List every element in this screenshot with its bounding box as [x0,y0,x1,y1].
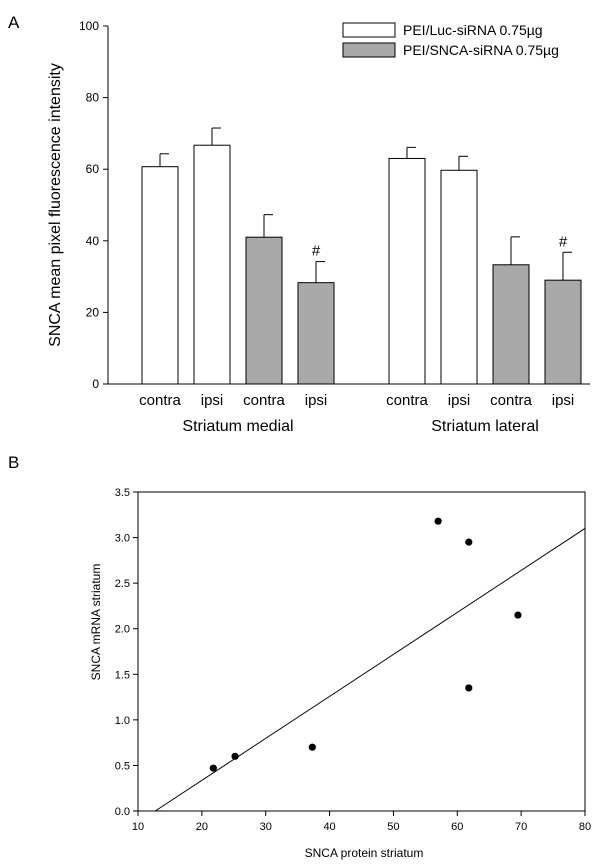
panel-b-y-tick-label: 3.5 [115,487,130,499]
panel-b-y-tick-label: 1.0 [115,715,130,727]
panel-b-data-point [465,538,473,546]
panel-a-y-tick-label: 100 [79,19,99,33]
panel-a-legend-swatch [342,42,396,58]
panel-a-axes: 0 20 40 60 80 100 [79,19,590,391]
panel-a-legend: PEI/Luc-siRNA 0.75µg PEI/SNCA-siRNA 0.75µ… [342,22,559,58]
panel-a-significance-mark: # [559,233,568,250]
panel-b-y-tick-label: 1.5 [115,669,130,681]
panel-a-bar [544,279,582,385]
panel-a-category-label: contra [139,392,181,409]
panel-a-category-label: ipsi [201,392,224,409]
panel-b-x-tick-label: 10 [132,821,144,833]
panel-b-y-tick-label: 0.5 [115,760,130,772]
panel-a-category-labels: contra ipsi contra ipsi contra ipsi contra ipsi… [139,392,574,435]
panel-b-letter: B [8,453,19,472]
panel-a-bar [440,169,478,385]
panel-b-y-tick-label: 0.0 [115,806,130,818]
panel-b-y-tick-label: 2.5 [115,578,130,590]
panel-b-x-tick-label: 20 [196,821,208,833]
panel-a-legend-swatch [342,22,396,38]
panel-b-scatter-plot: B SNCA mRNA striatum SNCA protein striat… [8,453,591,860]
panel-a-legend-label: PEI/Luc-siRNA 0.75µg [403,22,543,38]
panel-b-plot-frame [137,491,586,812]
panel-b-x-tick-label: 60 [451,821,463,833]
panel-a-letter: A [8,13,20,32]
panel-a-group-label: Striatum lateral [431,418,539,435]
panel-a-category-label: contra [243,392,285,409]
panel-b-x-axis-label: SNCA protein striatum [305,846,424,860]
panel-b-x-tick-label: 70 [515,821,527,833]
panel-b-x-tick-label: 30 [260,821,272,833]
panel-a-y-axis-label: SNCA mean pixel fluorescence intensity [47,63,64,347]
panel-b-regression-line [154,528,586,812]
panel-a-bar [297,282,335,385]
panel-a-y-tick-label: 80 [86,91,100,105]
panel-b-x-tick-label: 40 [323,821,335,833]
panel-b-data-point [514,611,522,619]
panel-a-bar [492,264,530,385]
panel-b-x-tick-label: 50 [387,821,399,833]
panel-a-bar [193,144,231,385]
panel-a-bar [141,166,179,385]
panel-a-category-label: contra [386,392,428,409]
panel-b-points [209,517,522,772]
panel-b-y-axis-label: SNCA mRNA striatum [89,564,103,681]
panel-a-category-label: ipsi [448,392,471,409]
panel-a-y-tick-label: 20 [86,305,100,319]
panel-a-bar [388,157,426,385]
panel-a-category-label: ipsi [552,392,575,409]
panel-b-data-point [465,684,473,692]
panel-a-bar [245,236,283,385]
panel-a-bar-chart: A SNCA mean pixel fluorescence intensity… [8,13,590,435]
panel-b-y-tick-label: 2.0 [115,624,130,636]
panel-a-category-label: ipsi [305,392,328,409]
panel-a-y-tick-label: 0 [92,377,99,391]
panel-a-y-tick-label: 40 [86,234,100,248]
panel-b-x-tick-label: 80 [579,821,591,833]
panel-b-frame: 10 20 30 40 50 60 70 80 0.0 0.5 1.0 1.5 2.0 2.5 3.0 3.5 [115,487,591,833]
panel-b-data-point [434,517,442,525]
panel-a-significance-mark: # [312,243,321,260]
panel-b-data-point [231,752,239,760]
panel-b-y-tick-label: 3.0 [115,533,130,545]
panel-b-data-point [308,743,316,751]
panel-b-data-point [209,764,217,772]
panel-a-bars: ## [141,127,582,385]
panel-a-category-label: contra [490,392,532,409]
panel-a-y-tick-label: 60 [86,162,100,176]
panel-a-legend-label: PEI/SNCA-siRNA 0.75µg [403,42,559,58]
panel-a-group-label: Striatum medial [182,418,293,435]
